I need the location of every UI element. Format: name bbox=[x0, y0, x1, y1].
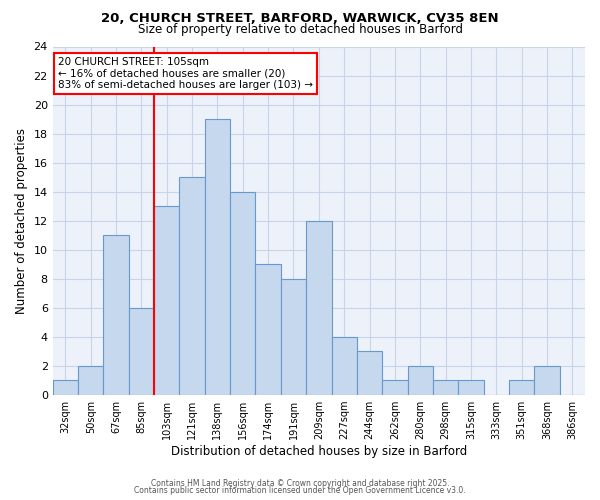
Bar bbox=[78, 366, 103, 394]
Bar bbox=[230, 192, 256, 394]
X-axis label: Distribution of detached houses by size in Barford: Distribution of detached houses by size … bbox=[171, 444, 467, 458]
Bar bbox=[382, 380, 407, 394]
Text: Contains HM Land Registry data © Crown copyright and database right 2025.: Contains HM Land Registry data © Crown c… bbox=[151, 478, 449, 488]
Bar bbox=[205, 119, 230, 394]
Bar bbox=[458, 380, 484, 394]
Bar bbox=[281, 278, 306, 394]
Text: Size of property relative to detached houses in Barford: Size of property relative to detached ho… bbox=[137, 24, 463, 36]
Bar bbox=[53, 380, 78, 394]
Bar bbox=[509, 380, 535, 394]
Text: 20 CHURCH STREET: 105sqm
← 16% of detached houses are smaller (20)
83% of semi-d: 20 CHURCH STREET: 105sqm ← 16% of detach… bbox=[58, 57, 313, 90]
Bar bbox=[103, 235, 129, 394]
Bar bbox=[154, 206, 179, 394]
Bar bbox=[306, 220, 332, 394]
Bar bbox=[179, 177, 205, 394]
Text: 20, CHURCH STREET, BARFORD, WARWICK, CV35 8EN: 20, CHURCH STREET, BARFORD, WARWICK, CV3… bbox=[101, 12, 499, 26]
Bar bbox=[256, 264, 281, 394]
Bar bbox=[332, 336, 357, 394]
Bar bbox=[357, 351, 382, 395]
Bar bbox=[407, 366, 433, 394]
Bar bbox=[433, 380, 458, 394]
Bar bbox=[535, 366, 560, 394]
Bar bbox=[129, 308, 154, 394]
Text: Contains public sector information licensed under the Open Government Licence v3: Contains public sector information licen… bbox=[134, 486, 466, 495]
Y-axis label: Number of detached properties: Number of detached properties bbox=[15, 128, 28, 314]
